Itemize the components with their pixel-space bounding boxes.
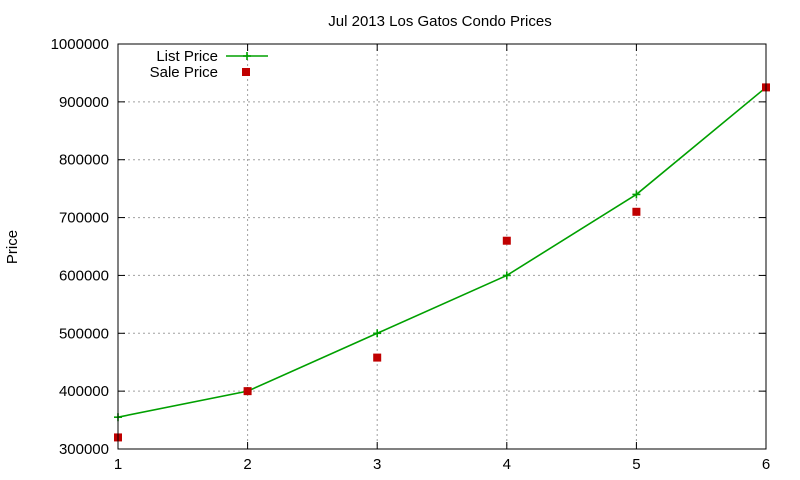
sale-price-marker	[243, 387, 252, 396]
list-price-marker	[502, 271, 511, 280]
legend-label-list-price: List Price	[156, 48, 218, 65]
y-tick-label: 400000	[59, 383, 109, 400]
legend-label-sale-price: Sale Price	[150, 64, 218, 81]
y-tick-label: 600000	[59, 267, 109, 284]
x-tick-label: 5	[632, 456, 640, 473]
y-tick-label: 900000	[59, 94, 109, 111]
legend-marker-list-price	[243, 52, 251, 60]
series-layer	[114, 83, 770, 442]
list-price-line	[117, 86, 767, 418]
x-tick-label: 4	[503, 456, 511, 473]
legend-marker-sale-price	[242, 68, 250, 76]
list-price-marker	[373, 329, 382, 338]
y-tick-label: 1000000	[51, 36, 109, 53]
axis-ticks: 300000 400000 500000 600000 700000 800000 9000…	[51, 36, 771, 473]
x-tick-label: 1	[114, 456, 122, 473]
x-tick-label: 6	[762, 456, 770, 473]
list-price-marker	[632, 190, 641, 199]
y-axis-label: Price	[4, 230, 21, 264]
sale-price-marker	[373, 353, 382, 362]
chart-title: Jul 2013 Los Gatos Condo Prices	[328, 13, 551, 30]
y-tick-label: 300000	[59, 441, 109, 458]
sale-price-marker	[502, 236, 511, 245]
y-tick-label: 700000	[59, 210, 109, 227]
y-tick-label: 500000	[59, 325, 109, 342]
sale-price-marker	[632, 207, 641, 216]
y-tick-label: 800000	[59, 152, 109, 169]
x-tick-label: 3	[373, 456, 381, 473]
plot-frame	[117, 43, 767, 450]
x-tick-label: 2	[243, 456, 251, 473]
grid-lines	[118, 44, 766, 449]
